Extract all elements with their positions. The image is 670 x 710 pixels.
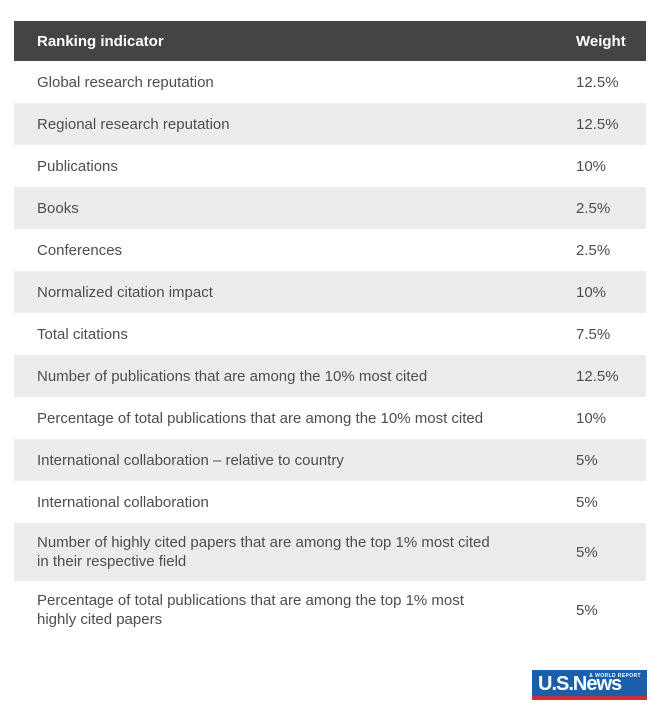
weight-cell: 10% — [576, 283, 607, 301]
weight-cell: 2.5% — [576, 199, 611, 217]
table-row: Books 2.5% — [14, 187, 646, 229]
weight-cell: 2.5% — [576, 241, 611, 259]
table-header: Ranking indicator Weight — [14, 21, 646, 61]
weight-cell: 10% — [576, 157, 607, 175]
table-row: Percentage of total publications that ar… — [14, 581, 646, 639]
indicator-cell: Percentage of total publications that ar… — [37, 592, 464, 628]
indicator-cell: Normalized citation impact — [37, 283, 213, 301]
header-weight: Weight — [576, 32, 626, 50]
indicator-cell: Total citations — [37, 325, 128, 343]
table-row: Global research reputation 12.5% — [14, 61, 646, 103]
weight-cell: 5% — [576, 493, 598, 511]
indicator-cell: Global research reputation — [37, 73, 214, 91]
weight-cell: 10% — [576, 409, 607, 427]
weight-cell: 5% — [576, 451, 598, 469]
table-row: International collaboration 5% — [14, 481, 646, 523]
weight-cell: 12.5% — [576, 73, 619, 91]
table-row: Number of publications that are among th… — [14, 355, 646, 397]
table-row: International collaboration – relative t… — [14, 439, 646, 481]
indicator-cell: Percentage of total publications that ar… — [37, 409, 484, 427]
indicator-cell: Number of highly cited papers that are a… — [37, 534, 490, 570]
weight-cell: 7.5% — [576, 325, 611, 343]
table-body: Global research reputation 12.5% Regiona… — [14, 61, 646, 639]
usnews-logo-red-bar — [532, 696, 647, 700]
indicator-cell: Regional research reputation — [37, 115, 230, 133]
table-row: Normalized citation impact 10% — [14, 271, 646, 313]
usnews-logo: U.S.News & WORLD REPORT — [532, 670, 647, 700]
table-row: Total citations 7.5% — [14, 313, 646, 355]
indicator-cell: Publications — [37, 157, 118, 175]
ranking-weight-table: Ranking indicator Weight Global research… — [14, 21, 646, 639]
weight-cell: 5% — [576, 543, 598, 561]
table-row: Conferences 2.5% — [14, 229, 646, 271]
table-row: Number of highly cited papers that are a… — [14, 523, 646, 581]
table-row: Regional research reputation 12.5% — [14, 103, 646, 145]
indicator-cell: International collaboration – relative t… — [37, 451, 344, 469]
header-ranking-indicator: Ranking indicator — [37, 32, 164, 50]
table-row: Publications 10% — [14, 145, 646, 187]
weight-cell: 12.5% — [576, 115, 619, 133]
weight-cell: 5% — [576, 601, 598, 619]
indicator-cell: Number of publications that are among th… — [37, 367, 428, 385]
weight-cell: 12.5% — [576, 367, 619, 385]
usnews-logo-tagline: & WORLD REPORT — [589, 673, 641, 679]
table-row: Percentage of total publications that ar… — [14, 397, 646, 439]
indicator-cell: International collaboration — [37, 493, 209, 511]
indicator-cell: Conferences — [37, 241, 123, 259]
usnews-logo-blue-box: U.S.News & WORLD REPORT — [532, 670, 647, 696]
usnews-logo-wordmark: U.S.News — [538, 673, 622, 695]
indicator-cell: Books — [37, 199, 79, 217]
